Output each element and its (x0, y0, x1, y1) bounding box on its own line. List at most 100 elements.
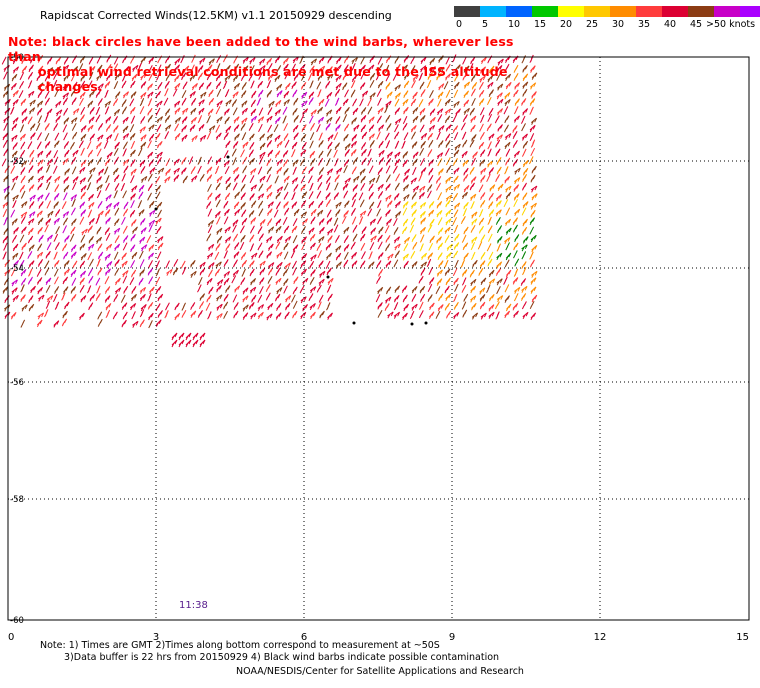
wind-barb (249, 243, 255, 252)
wind-barb (283, 175, 290, 183)
wind-barb (240, 183, 246, 192)
wind-barb (410, 217, 416, 226)
wind-barb (307, 175, 313, 184)
wind-barb (96, 176, 102, 184)
wind-barb (19, 133, 26, 141)
wind-barb (139, 319, 145, 328)
wind-barb (72, 131, 78, 140)
wind-barb (104, 268, 111, 276)
wind-barb (267, 107, 273, 116)
wind-barb (139, 97, 145, 107)
wind-barb (21, 304, 28, 312)
wind-barb (248, 210, 255, 218)
wind-barb (283, 201, 289, 209)
wind-barb (463, 65, 470, 73)
wind-barb (359, 82, 366, 90)
wind-barb (521, 251, 527, 260)
wind-barb (512, 158, 519, 167)
wind-barb (452, 114, 458, 123)
wind-barb (192, 332, 199, 341)
wind-barb (444, 285, 450, 294)
wind-barb (148, 224, 153, 233)
wind-barb (4, 311, 11, 319)
wind-barb (522, 236, 529, 244)
wind-barb (20, 216, 26, 224)
wind-barb (27, 251, 33, 259)
wind-barb (361, 131, 368, 140)
wind-barb (420, 65, 427, 73)
wind-barb (308, 97, 314, 106)
wind-barb (335, 167, 343, 175)
wind-barb (410, 250, 416, 259)
wind-barb (231, 148, 237, 157)
wind-barb (292, 107, 298, 116)
wind-barb (122, 270, 129, 278)
wind-barb (89, 133, 96, 142)
wind-barb (88, 116, 95, 124)
wind-barb (258, 250, 264, 259)
wind-barb (513, 310, 519, 318)
wind-barb (505, 242, 510, 251)
wind-barb (426, 258, 432, 268)
wind-barb (299, 114, 305, 123)
wind-barb (512, 302, 519, 311)
wind-barb (445, 89, 451, 98)
wind-barb (223, 277, 230, 286)
footer-line2: 3)Data buffer is 22 hrs from 20150929 4)… (64, 652, 500, 663)
wind-barb (250, 168, 257, 176)
wind-barb (503, 276, 508, 285)
wind-barb (97, 134, 104, 142)
wind-barb (113, 167, 119, 176)
wind-barb (333, 224, 339, 233)
wind-barb (248, 73, 254, 82)
wind-barb (514, 82, 521, 90)
wind-barb (174, 312, 181, 321)
wind-barb (302, 277, 309, 286)
wind-barb (411, 303, 418, 311)
wind-barb (377, 107, 384, 115)
wind-barb (479, 75, 486, 83)
wind-barb (199, 173, 205, 182)
footer-notes: Note: 1) Times are GMT 2)Times along bot… (0, 640, 760, 678)
wind-barb (206, 166, 213, 174)
wind-barb (479, 260, 486, 268)
wind-barb (268, 100, 275, 108)
wind-barb (206, 64, 213, 72)
wind-barb (80, 106, 86, 115)
wind-barb (350, 80, 356, 89)
wind-barb (45, 181, 51, 191)
wind-barb (325, 199, 331, 208)
wind-barb (80, 253, 87, 261)
wind-barb (529, 251, 534, 260)
wind-barb (444, 115, 451, 124)
wind-barb (215, 124, 221, 133)
wind-barb (333, 149, 338, 158)
wind-barb (367, 98, 372, 107)
wind-barb (190, 166, 196, 175)
legend-label: 20 (560, 19, 573, 30)
wind-barb (190, 310, 197, 318)
wind-barb (130, 200, 135, 209)
wind-barb (232, 224, 237, 233)
wind-barb (171, 339, 178, 348)
wind-barb (487, 233, 493, 242)
wind-barb (344, 148, 350, 157)
wind-barb (64, 168, 71, 176)
wind-barb (70, 244, 77, 252)
wind-barb (189, 74, 196, 82)
wind-barb (428, 139, 434, 148)
wind-barb (318, 260, 324, 269)
wind-barb (259, 142, 266, 151)
wind-barb (335, 74, 342, 82)
wind-barb (375, 294, 381, 303)
wind-barb (103, 166, 109, 175)
wind-barb (104, 295, 111, 303)
wind-barb (386, 123, 392, 131)
wind-barb (283, 90, 290, 99)
wind-barb (123, 165, 129, 174)
wind-barb (54, 65, 62, 73)
wind-barb (301, 191, 308, 199)
wind-barb (478, 267, 484, 276)
wind-barb (242, 287, 249, 295)
wind-barb (181, 167, 187, 175)
